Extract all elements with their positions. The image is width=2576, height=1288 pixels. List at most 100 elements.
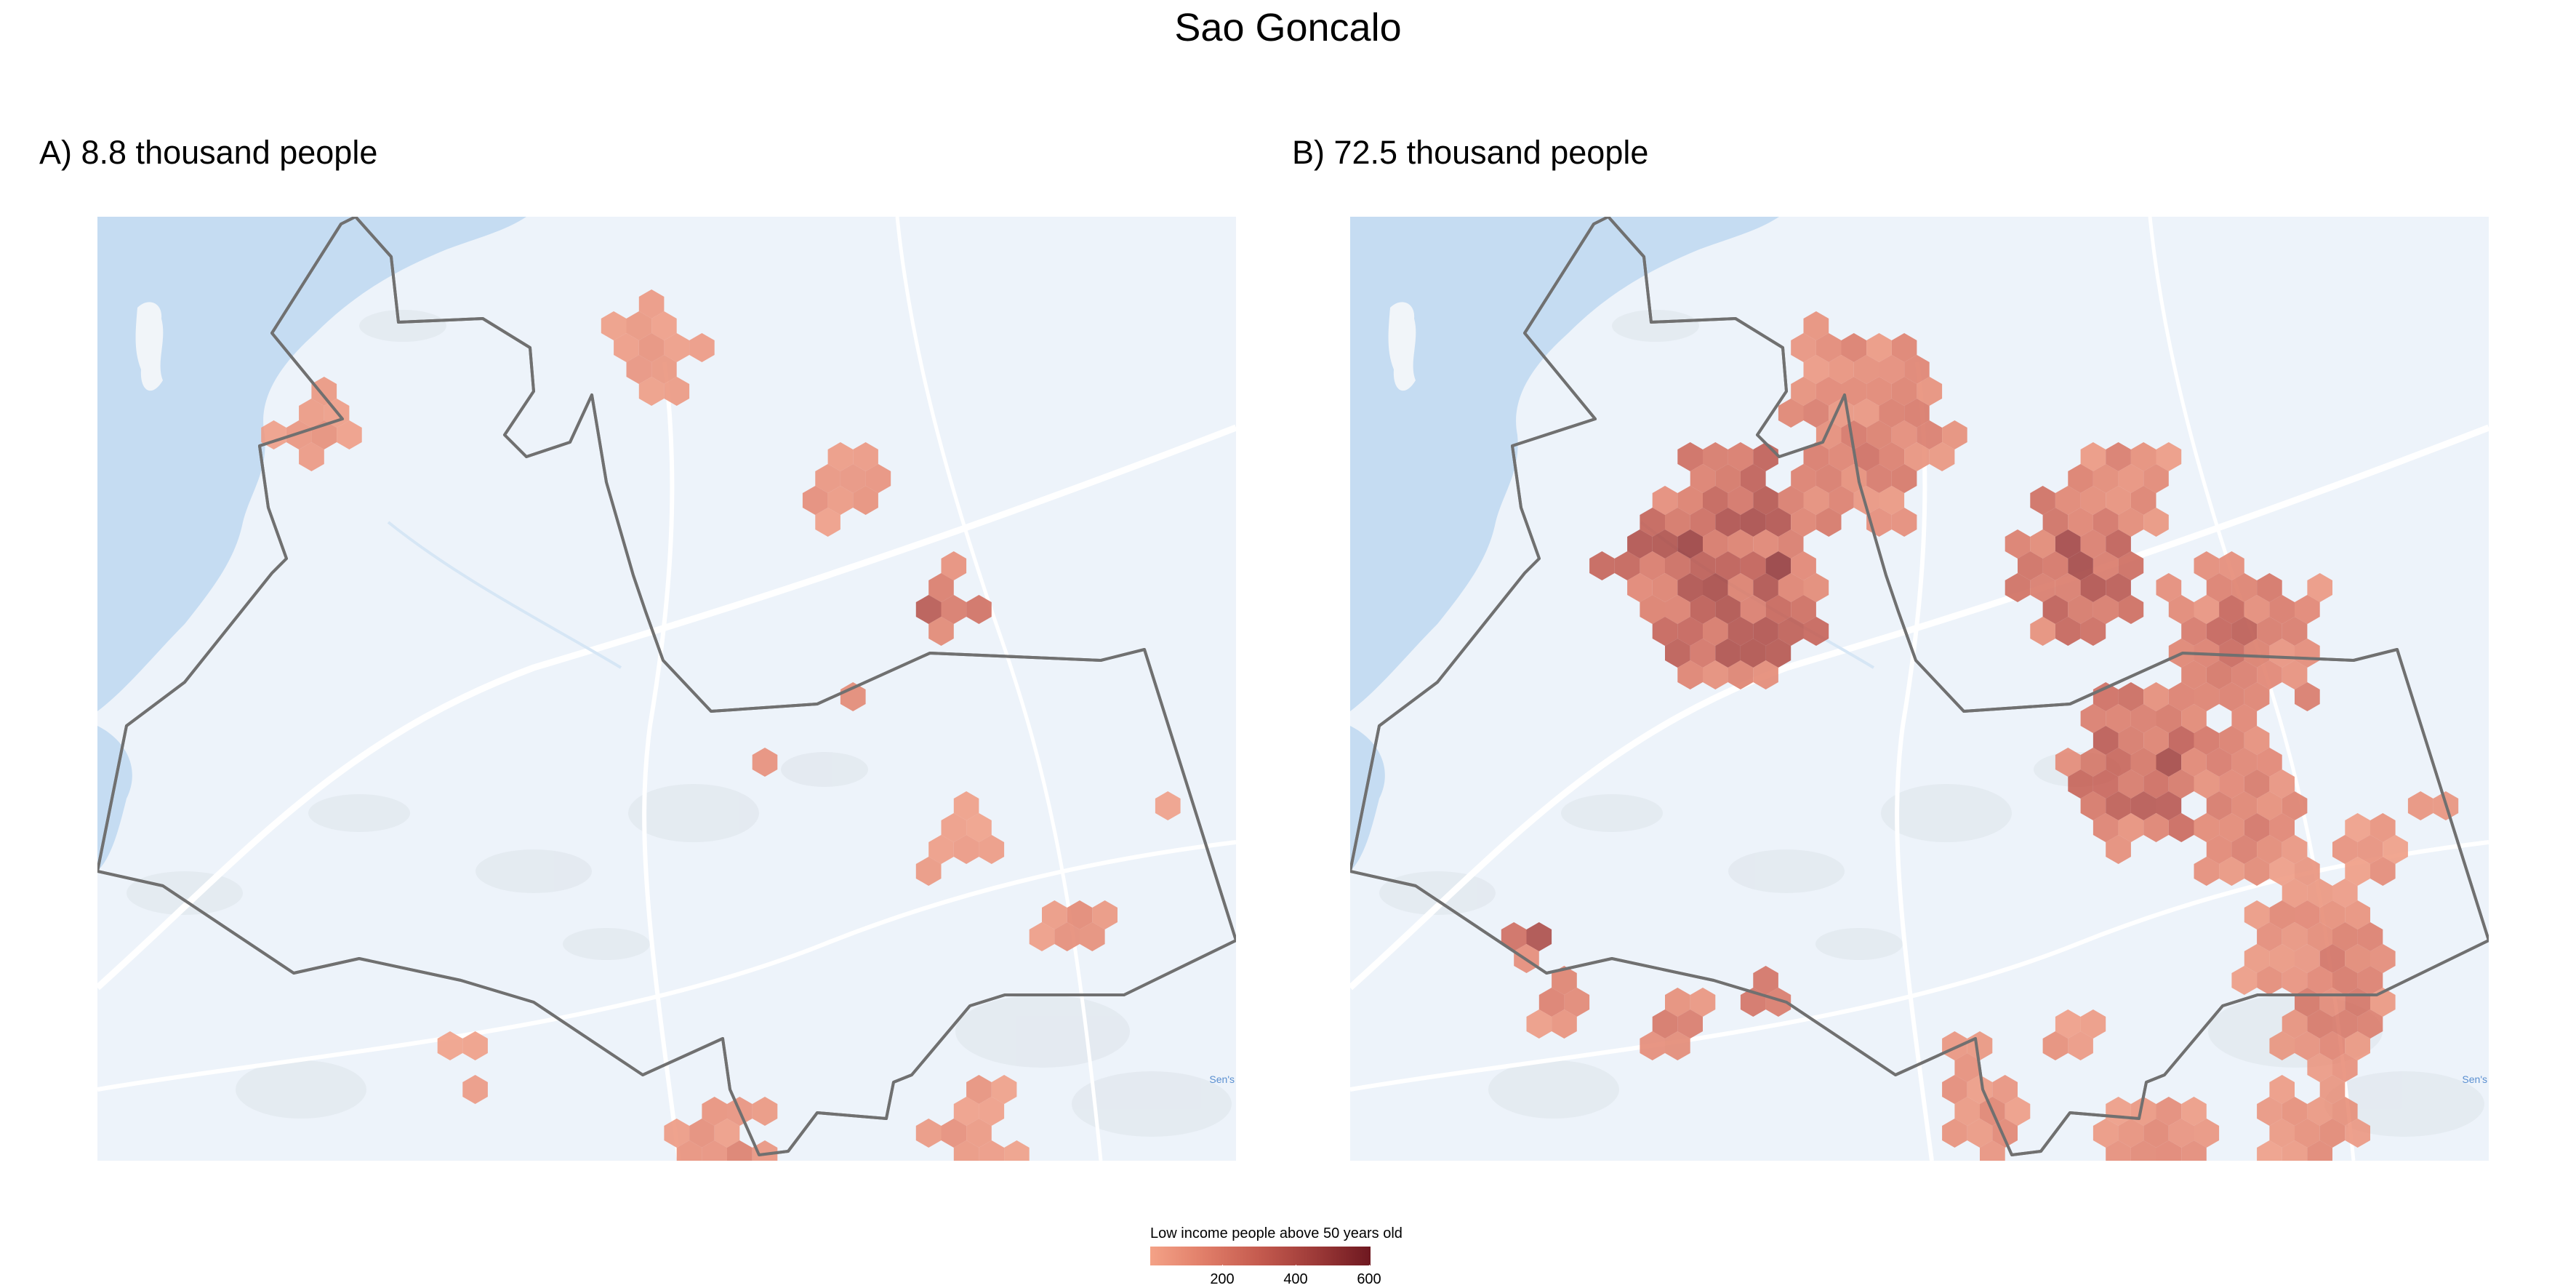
hexbin-cell xyxy=(2295,1119,2320,1148)
hexbin-cell xyxy=(1715,464,1741,493)
hexbin-cell xyxy=(1715,551,1741,580)
hexbin-cell xyxy=(953,1097,979,1126)
highway xyxy=(97,424,1236,991)
hexbin-cell xyxy=(1677,442,1703,471)
legend-tick-label: 200 xyxy=(1210,1271,1235,1287)
hexbin-cell xyxy=(1791,508,1816,537)
hexbin-cell xyxy=(2257,573,2282,602)
hexbin-cell xyxy=(2042,595,2069,624)
hexbin-cell xyxy=(2194,682,2220,711)
hexbin-cell xyxy=(1080,922,1105,951)
hexbin-cell xyxy=(2319,944,2346,973)
hexbin-cell xyxy=(1640,551,1665,580)
bay-water xyxy=(1350,217,1779,711)
hexbin-cell xyxy=(2345,1119,2370,1148)
hill-shade xyxy=(1561,794,1663,832)
hexbin-cell xyxy=(1526,1009,1552,1039)
hexbin-cell xyxy=(1690,464,1716,493)
road xyxy=(1895,361,1934,1161)
hexbin-cell xyxy=(2206,573,2232,602)
hexbin-cell xyxy=(2030,617,2055,646)
hexbin-cell xyxy=(1778,617,1804,646)
hexbin-cell xyxy=(1967,1119,1993,1148)
hexbin-cell xyxy=(2357,922,2383,951)
hexbin-cell xyxy=(991,1075,1017,1104)
hexbin-cell xyxy=(1677,660,1703,689)
hexbin-cell xyxy=(1829,355,1854,384)
hexbin-cell xyxy=(664,333,690,362)
hexbin-cell xyxy=(2005,1097,2031,1126)
hexbin-cell xyxy=(2194,857,2220,886)
hexbin-cell xyxy=(2156,1140,2182,1161)
hexbin-cell xyxy=(815,464,840,493)
hexbin-cell xyxy=(626,311,652,340)
hexbin-cell xyxy=(2194,726,2220,755)
hexbin-cell xyxy=(2231,835,2258,864)
river xyxy=(387,521,622,669)
hexbin-cell xyxy=(2282,835,2308,864)
hexbin-cell xyxy=(966,1119,992,1148)
hexbin-cell xyxy=(1054,922,1080,951)
hexbin-cell xyxy=(2093,769,2119,799)
hexbin-cell xyxy=(1791,333,1816,362)
hexbin-cell xyxy=(1954,1053,1980,1082)
hexbin-cell xyxy=(2257,1097,2282,1126)
hexbin-cell xyxy=(1728,617,1754,646)
hexbin-cell xyxy=(727,1140,753,1161)
hexbin-cell xyxy=(2055,617,2081,646)
hexbin-cell xyxy=(2005,573,2031,602)
road xyxy=(1350,840,2489,1092)
hexbin-cell xyxy=(2231,617,2258,646)
hexbin-cell xyxy=(1526,922,1552,951)
hexbin-cell xyxy=(1853,355,1879,384)
hexbin-cell xyxy=(1665,639,1690,668)
hexbin-cell xyxy=(2269,639,2295,668)
hexbin-cell xyxy=(2257,922,2282,951)
hexbin-cell xyxy=(676,1140,702,1161)
hexbin-cell xyxy=(2168,682,2194,711)
hexbin-cell xyxy=(915,595,942,624)
hexbin-cell xyxy=(689,333,715,362)
hexbin-cell xyxy=(2231,660,2258,689)
hexbin-cell xyxy=(1677,573,1703,602)
hill-shade xyxy=(955,995,1130,1068)
legend-colorbar xyxy=(1150,1247,1371,1265)
hexbin-cell xyxy=(1803,573,1829,602)
hexbin-cell xyxy=(2106,835,2131,864)
hexbin-cell xyxy=(865,464,891,493)
hexbin-cell xyxy=(651,311,677,340)
hexbin-cell xyxy=(1665,1031,1690,1060)
municipality-boundary xyxy=(97,217,1236,1156)
hill-shade xyxy=(359,310,446,342)
hexbin-cell xyxy=(1155,791,1181,820)
hexbin-cell xyxy=(462,1075,488,1104)
road xyxy=(97,840,1236,1092)
hexbin-cell xyxy=(2068,464,2093,493)
map-canvas-a[interactable] xyxy=(97,217,1236,1161)
hexbin-cell xyxy=(2206,660,2232,689)
hexbin-cell xyxy=(1538,988,1565,1017)
hexbin-cell xyxy=(2156,573,2182,602)
hexbin-cell xyxy=(827,442,854,471)
hexbin-cell xyxy=(2269,769,2295,799)
hexbin-cell xyxy=(1803,442,1829,471)
map-panel-b[interactable]: Sen's xyxy=(1350,217,2489,1161)
hexbin-cell xyxy=(752,748,778,777)
hexbin-cell xyxy=(928,617,954,646)
hexbin-cell xyxy=(286,420,312,449)
hexbin-cell xyxy=(827,486,854,515)
map-panel-a[interactable]: Sen's xyxy=(97,217,1236,1161)
hexbin-cell xyxy=(1677,529,1703,559)
hexbin-cell xyxy=(1879,442,1905,471)
hexbin-cell xyxy=(714,1119,740,1148)
hill-shade xyxy=(1881,784,2012,842)
hexbin-cell xyxy=(2319,1119,2346,1148)
hexbin-cell xyxy=(2332,1097,2358,1126)
map-canvas-b[interactable] xyxy=(1350,217,2489,1161)
hexbin-cell xyxy=(1866,464,1892,493)
hexbin-cell xyxy=(1891,420,1917,449)
hexbin-cell xyxy=(1004,1140,1030,1161)
hexbin-cell xyxy=(1917,420,1943,449)
hexbin-cell xyxy=(2269,900,2295,929)
hexbin-cell xyxy=(2282,660,2308,689)
